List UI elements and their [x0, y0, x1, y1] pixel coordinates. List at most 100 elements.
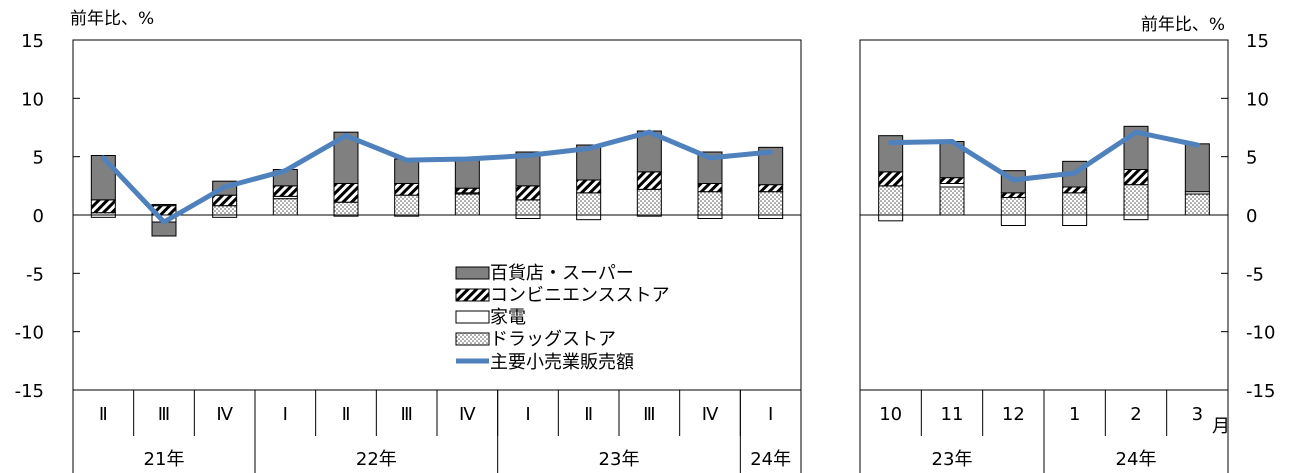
total-sales-point [888, 140, 894, 146]
bar-segment [576, 192, 602, 216]
total-sales-point [1072, 170, 1078, 176]
bar-segment [1062, 192, 1088, 216]
bar-segment [454, 187, 480, 194]
bar-segment [272, 185, 298, 197]
category-label: Ⅲ [643, 404, 655, 425]
bar-segment [697, 214, 723, 219]
bar-segment [1062, 186, 1088, 194]
bar-segment [878, 214, 904, 222]
total-sales-point [949, 139, 955, 144]
legend-label-dept: 百貨店・スーパー [490, 263, 634, 284]
legend-swatch-dept [455, 266, 490, 280]
legend-label-drug: ドラッグストア [490, 329, 616, 350]
y-tick-label: 5 [1246, 148, 1257, 169]
category-label: 12 [1002, 404, 1025, 425]
bar-segment [212, 205, 238, 216]
left-total-line [100, 129, 774, 225]
category-label: 10 [879, 404, 902, 425]
left-category-axis: Ⅱ Ⅲ Ⅳ Ⅰ Ⅱ Ⅲ Ⅳ Ⅰ Ⅱ Ⅲ Ⅳ Ⅰ 21年 22年 23年 24年 [72, 390, 802, 473]
total-sales-point [707, 155, 713, 161]
category-label: Ⅲ [158, 404, 170, 425]
bar-segment [636, 171, 662, 190]
right-total-line [888, 129, 1200, 183]
category-label: Ⅳ [459, 404, 476, 425]
total-sales-point [100, 155, 106, 161]
y-tick-label: -15 [1246, 381, 1275, 402]
legend-label-total: 主要小売業販売額 [490, 352, 634, 373]
left-unit-label: 前年比、% [70, 9, 154, 29]
total-sales-point [222, 184, 228, 190]
category-label: 2 [1130, 404, 1141, 425]
bar-segment [1000, 214, 1026, 226]
total-sales-point [768, 149, 774, 155]
category-label: Ⅳ [216, 404, 233, 425]
y-tick-label: -5 [26, 264, 44, 285]
year-group-label: 24年 [1116, 449, 1157, 470]
total-sales-point [525, 153, 531, 158]
y-tick-label: -10 [1246, 323, 1275, 344]
bar-segment [878, 171, 904, 187]
bar-segment [1184, 143, 1210, 193]
bar-segment [878, 185, 904, 216]
bar-segment [515, 199, 541, 216]
bar-segment [212, 194, 238, 207]
bar-segment [1184, 193, 1210, 216]
bar-segment [1000, 192, 1026, 198]
legend: 百貨店・スーパー コンビニエンスストア 家電 ドラッグストア 主要小売業販売額 [455, 263, 670, 373]
y-tick-label: 5 [33, 148, 44, 169]
year-group-label: 22年 [356, 449, 397, 470]
category-label: Ⅰ [283, 404, 288, 425]
total-sales-point [586, 146, 592, 151]
year-group-label: 23年 [932, 449, 973, 470]
category-label: Ⅰ [768, 404, 773, 425]
bar-segment [758, 184, 784, 193]
category-label: 11 [941, 404, 964, 425]
legend-swatch-appl [455, 310, 490, 324]
bar-segment [758, 214, 784, 219]
right-y-axis-ticks: 15 10 5 0 -5 -10 -15 [1221, 31, 1275, 402]
bar-segment [939, 177, 965, 185]
legend-item-dept: 百貨店・スーパー [455, 263, 634, 284]
total-sales-point [646, 129, 652, 135]
month-suffix-label: 月 [1212, 416, 1230, 437]
legend-item-conv: コンビニエンスストア [455, 285, 670, 306]
right-unit-label: 前年比、% [1141, 15, 1225, 35]
bar-segment [576, 214, 602, 221]
category-label: Ⅱ [584, 404, 593, 425]
y-tick-label: -10 [15, 323, 44, 344]
bar-segment [90, 199, 116, 214]
bar-segment [1000, 197, 1026, 216]
bar-segment [333, 201, 359, 216]
bar-segment [394, 158, 420, 184]
y-tick-label: -15 [15, 381, 44, 402]
year-group-label: 21年 [144, 449, 185, 470]
bar-segment [90, 155, 116, 201]
category-label: Ⅲ [400, 404, 412, 425]
total-sales-point [464, 156, 470, 162]
bar-segment [394, 194, 420, 216]
y-tick-label: 10 [21, 89, 44, 110]
total-sales-line [890, 129, 1198, 183]
bar-segment [1123, 214, 1149, 221]
bar-segment [697, 191, 723, 216]
category-label: 1 [1069, 404, 1080, 425]
bar-segment [636, 188, 662, 216]
category-label: 3 [1192, 404, 1203, 425]
legend-item-drug: ドラッグストア [455, 329, 616, 350]
left-y-axis-ticks: 15 10 5 0 -5 -10 -15 [15, 31, 80, 402]
total-sales-point [404, 157, 410, 163]
left-bars [90, 130, 784, 237]
bar-segment [1123, 169, 1149, 186]
category-label: Ⅳ [702, 404, 719, 425]
quarterly-panel: 前年比、% 15 10 5 0 -5 -10 -15 Ⅱ Ⅲ Ⅳ Ⅰ Ⅱ Ⅲ Ⅳ Ⅰ Ⅱ Ⅲ Ⅳ Ⅰ 21年 22年 2… [15, 9, 802, 473]
legend-swatch-drug [455, 332, 490, 346]
bar-segment [1123, 184, 1149, 216]
category-label: Ⅰ [525, 404, 530, 425]
year-group-label: 23年 [599, 449, 640, 470]
bar-segment [515, 185, 541, 201]
legend-item-appl: 家電 [455, 307, 526, 328]
bar-segment [939, 186, 965, 216]
y-tick-label: 15 [21, 31, 44, 52]
